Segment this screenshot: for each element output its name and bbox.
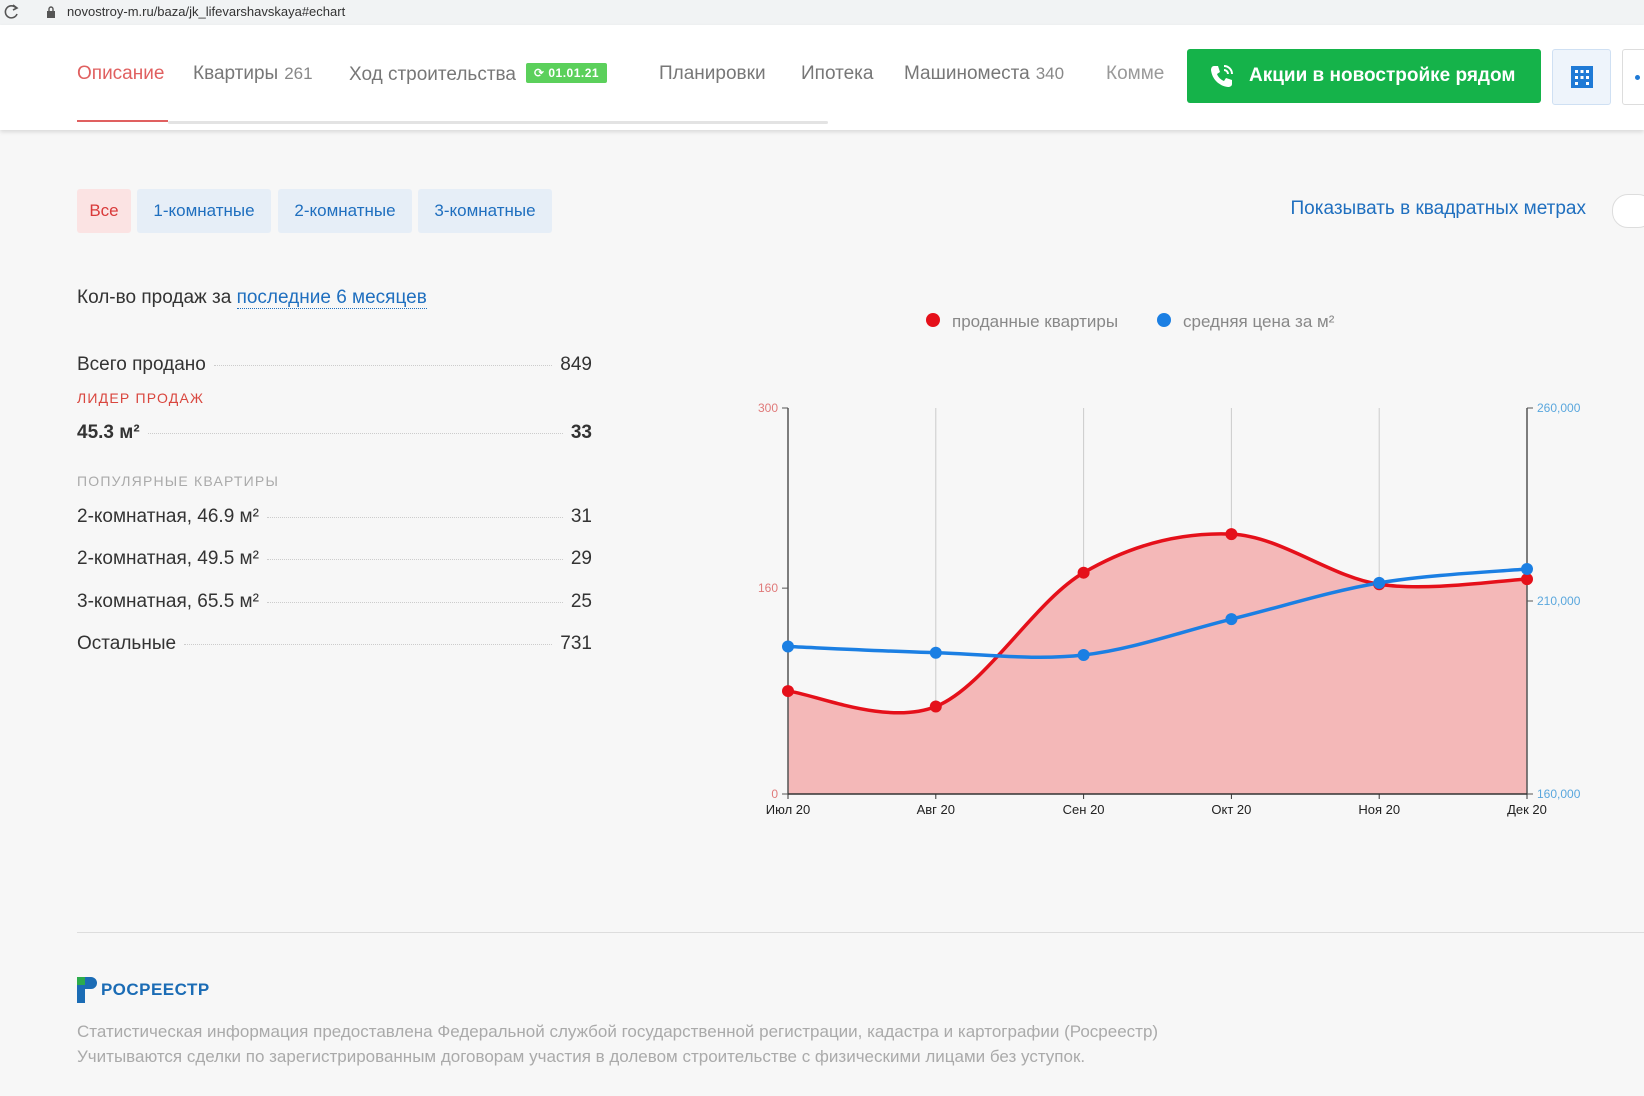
data-point: [1225, 613, 1238, 626]
nav-tab[interactable]: Ход строительства ⟳ 01.01.21: [349, 63, 608, 86]
legend-label: средняя цена за м²: [1183, 312, 1335, 331]
rosreestr-logo: [77, 977, 97, 1003]
stat-row: 45.3 м² 33: [77, 422, 592, 444]
footer-note: Учитываются сделки по зарегистрированным…: [77, 1047, 1086, 1066]
nav-tab[interactable]: Квартиры 261: [193, 63, 313, 85]
series-line: [787, 567, 1528, 660]
url[interactable]: novostroy-m.ru/baza/jk_lifevarshavskaya#…: [67, 4, 346, 19]
chart: проданные квартиры средняя цена за м² 0 160…: [758, 312, 1581, 817]
y-tick-label: 160: [758, 581, 778, 595]
period-line: Кол-во продаж за последние 6 месяцев: [77, 287, 427, 309]
x-tick-label: Июл 20: [766, 802, 810, 817]
y2-tick-label: 160,000: [1537, 787, 1581, 801]
stat-label: Остальные: [77, 633, 177, 654]
stat-row: Всего продано 849: [77, 354, 592, 376]
data-point: [1373, 576, 1386, 589]
tab-label: Машиноместа: [904, 63, 1030, 84]
stat-value: 849: [560, 354, 592, 375]
dot: [1635, 75, 1640, 80]
period-label: Кол-во продаж за: [77, 287, 232, 308]
x-tick-label: Дек 20: [1507, 802, 1547, 817]
filter-button[interactable]: 1-комнатные: [137, 189, 271, 233]
more-button[interactable]: [1622, 49, 1644, 105]
browser-bar: novostroy-m.ru/baza/jk_lifevarshavskaya#…: [0, 0, 1644, 25]
divider: [77, 932, 1644, 933]
data-point: [1077, 649, 1090, 662]
reload-icon[interactable]: [4, 4, 20, 20]
tab-count: 261: [284, 64, 313, 83]
nav-tab[interactable]: Ипотека: [801, 63, 874, 84]
stat-row: 2-комнатная, 46.9 м² 31: [77, 506, 592, 528]
building-button[interactable]: [1552, 49, 1611, 105]
section-heading: ПОПУЛЯРНЫЕ КВАРТИРЫ: [77, 473, 280, 489]
data-point: [1521, 562, 1533, 575]
stat-value: 25: [570, 591, 592, 612]
legend-marker: [926, 313, 940, 327]
stat-row: 2-комнатная, 49.5 м² 29: [77, 548, 592, 570]
stat-label: 2-комнатная, 46.9 м²: [77, 506, 259, 527]
tab-label: Ход строительства: [349, 64, 516, 85]
nav-tab[interactable]: Комме: [1106, 63, 1165, 84]
legend-marker: [1157, 313, 1171, 327]
stat-label: 3-комнатная, 65.5 м²: [77, 591, 259, 612]
lock-icon: [47, 6, 55, 18]
stat-row: 3-комнатная, 65.5 м² 25: [77, 591, 592, 613]
legend-label: проданные квартиры: [952, 312, 1118, 331]
stat-row: Остальные 731: [77, 633, 592, 655]
nav-tab[interactable]: Планировки: [659, 63, 766, 84]
tab-count: 340: [1035, 64, 1065, 83]
active-underline: [77, 120, 168, 122]
data-point: [782, 685, 794, 698]
data-point: [782, 640, 794, 653]
y-tick-label: 300: [758, 401, 778, 415]
x-tick-label: Авг 20: [917, 802, 955, 817]
stat-value: 29: [570, 548, 592, 569]
cta-button[interactable]: Акции в новостройке рядом: [1187, 49, 1541, 103]
unit-toggle-label[interactable]: Показывать в квадратных метрах: [1290, 198, 1586, 219]
area: [788, 533, 1527, 794]
stat-value: 31: [570, 506, 592, 527]
stat-value: 33: [570, 422, 592, 443]
stat-label: 2-комнатная, 49.5 м²: [77, 548, 259, 569]
filter-button[interactable]: Все: [77, 189, 131, 233]
y2-tick-label: 260,000: [1537, 401, 1581, 415]
building-icon: [1571, 66, 1593, 88]
data-point: [1077, 566, 1090, 579]
stat-value: 731: [560, 633, 592, 654]
data-point: [1225, 528, 1238, 541]
period-link[interactable]: последние 6 месяцев: [236, 287, 427, 309]
date-badge: ⟳ 01.01.21: [525, 63, 608, 83]
section-heading: ЛИДЕР ПРОДАЖ: [77, 390, 205, 406]
stat-label: Всего продано: [77, 354, 206, 375]
data-point: [929, 700, 942, 713]
tab-label: Квартиры: [193, 63, 279, 84]
scrollbar: [168, 121, 828, 124]
x-tick-label: Ноя 20: [1358, 802, 1400, 817]
x-tick-label: Окт 20: [1211, 802, 1251, 817]
data-point: [1521, 573, 1533, 586]
x-tick-label: Сен 20: [1063, 802, 1105, 817]
nav-tab[interactable]: Описание: [77, 63, 165, 84]
filter-button[interactable]: 3-комнатные: [418, 189, 552, 233]
toggle-switch[interactable]: [1612, 194, 1644, 228]
badge-text: 01.01.21: [548, 66, 600, 80]
y2-tick-label: 210,000: [1537, 594, 1581, 608]
phone-icon: [1211, 65, 1233, 87]
nav-bar: Описание Квартиры 261 Ход строительства ⟳ …: [0, 25, 1644, 130]
footer-note: Статистическая информация предоставлена …: [77, 1022, 1159, 1041]
series-line: [787, 532, 1528, 715]
rosreestr-brand: РОСРЕЕСТР: [101, 980, 210, 999]
filter-button[interactable]: 2-комнатные: [278, 189, 412, 233]
cta-text: Акции в новостройке рядом: [1249, 65, 1516, 86]
stat-label: 45.3 м²: [77, 422, 140, 443]
y-tick-label: 0: [771, 787, 778, 801]
data-point: [929, 646, 942, 659]
nav-tab[interactable]: Машиноместа 340: [904, 63, 1064, 85]
